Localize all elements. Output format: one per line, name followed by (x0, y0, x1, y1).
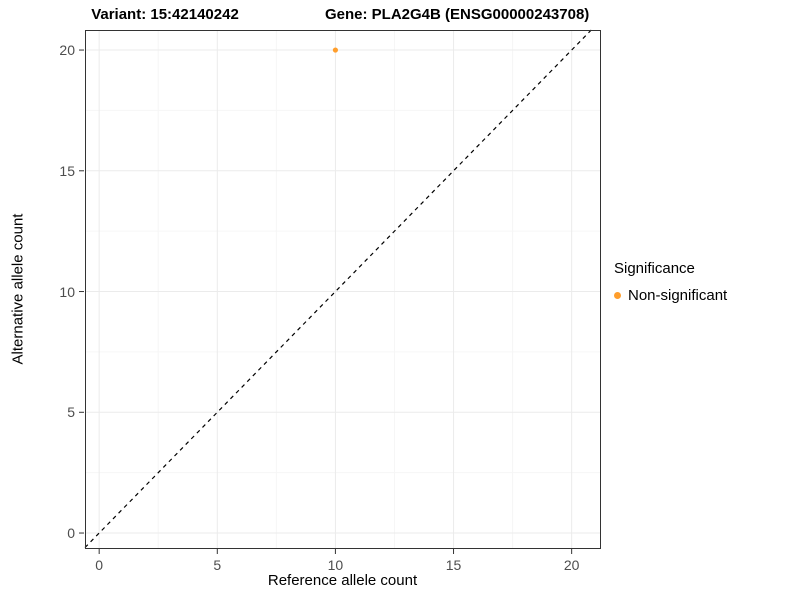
y-tick-label: 15 (59, 162, 75, 179)
legend: Significance Non-significant (614, 260, 727, 304)
legend-entry-non-significant: Non-significant (614, 287, 727, 304)
y-tick-label: 5 (67, 404, 75, 421)
x-tick-label: 15 (445, 557, 462, 573)
legend-title: Significance (614, 260, 695, 277)
panel-border (85, 30, 601, 549)
identity-line (84, 29, 592, 548)
x-tick-label: 5 (213, 557, 222, 573)
y-axis-title: Alternative allele count (9, 213, 27, 365)
data-point (332, 47, 339, 53)
tick-marks (79, 49, 573, 554)
x-axis-title: Reference allele count (267, 572, 418, 589)
non-significant-dot-icon (614, 292, 621, 299)
grid-major (85, 30, 600, 548)
y-tick-label: 20 (59, 42, 75, 59)
y-tick-label: 10 (59, 283, 75, 300)
y-tick-label: 0 (67, 525, 75, 542)
grid-minor (85, 30, 600, 548)
gene-title: Gene: PLA2G4B (ENSG00000243708) (325, 6, 590, 23)
variant-title: Variant: 15:42140242 (91, 6, 239, 23)
legend-entry-label: Non-significant (628, 287, 728, 304)
x-tick-label: 10 (327, 557, 344, 573)
x-tick-label: 0 (95, 557, 104, 573)
x-tick-label: 20 (563, 557, 580, 573)
